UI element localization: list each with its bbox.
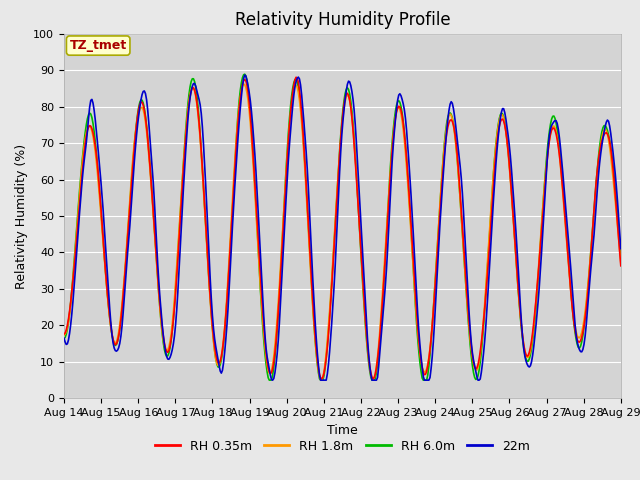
22m [519, 335, 527, 340]
RH 1.8m [364, 345, 371, 350]
Legend: RH 0.35m, RH 1.8m, RH 6.0m, 22m: RH 0.35m, RH 1.8m, RH 6.0m, 22m [150, 435, 535, 458]
RH 0.35m [60, 331, 68, 337]
22m [330, 284, 338, 290]
RH 6.0m [60, 336, 68, 342]
22m [394, 97, 401, 103]
RH 1.8m [330, 239, 338, 244]
22m [617, 246, 625, 252]
Y-axis label: Relativity Humidity (%): Relativity Humidity (%) [15, 144, 28, 288]
22m [60, 335, 68, 341]
RH 6.0m [519, 336, 527, 342]
RH 1.8m [318, 377, 326, 383]
RH 0.35m [394, 105, 401, 111]
RH 1.8m [519, 333, 527, 339]
RH 1.8m [240, 81, 248, 87]
RH 0.35m [318, 376, 326, 382]
22m [241, 72, 248, 78]
RH 0.35m [364, 342, 371, 348]
RH 6.0m [606, 138, 614, 144]
RH 0.35m [606, 139, 614, 144]
RH 6.0m [617, 253, 625, 259]
RH 1.8m [606, 144, 614, 150]
22m [364, 336, 371, 342]
RH 0.35m [519, 334, 527, 339]
RH 6.0m [364, 348, 371, 354]
22m [606, 123, 614, 129]
Line: RH 6.0m: RH 6.0m [64, 74, 621, 380]
Line: RH 0.35m: RH 0.35m [64, 77, 621, 379]
RH 6.0m [241, 72, 248, 77]
RH 1.8m [327, 292, 335, 298]
22m [327, 335, 335, 341]
Line: 22m: 22m [64, 75, 621, 380]
RH 0.35m [327, 300, 335, 306]
RH 0.35m [330, 244, 338, 250]
RH 0.35m [617, 263, 625, 269]
RH 6.0m [266, 377, 273, 383]
Title: Relativity Humidity Profile: Relativity Humidity Profile [235, 11, 450, 29]
RH 1.8m [394, 105, 401, 111]
22m [269, 377, 276, 383]
RH 0.35m [292, 74, 300, 80]
X-axis label: Time: Time [327, 424, 358, 437]
RH 6.0m [394, 99, 401, 105]
RH 6.0m [327, 297, 335, 303]
Line: RH 1.8m: RH 1.8m [64, 84, 621, 380]
RH 6.0m [330, 242, 338, 248]
RH 1.8m [617, 260, 625, 266]
RH 1.8m [60, 332, 68, 338]
Text: TZ_tmet: TZ_tmet [70, 39, 127, 52]
